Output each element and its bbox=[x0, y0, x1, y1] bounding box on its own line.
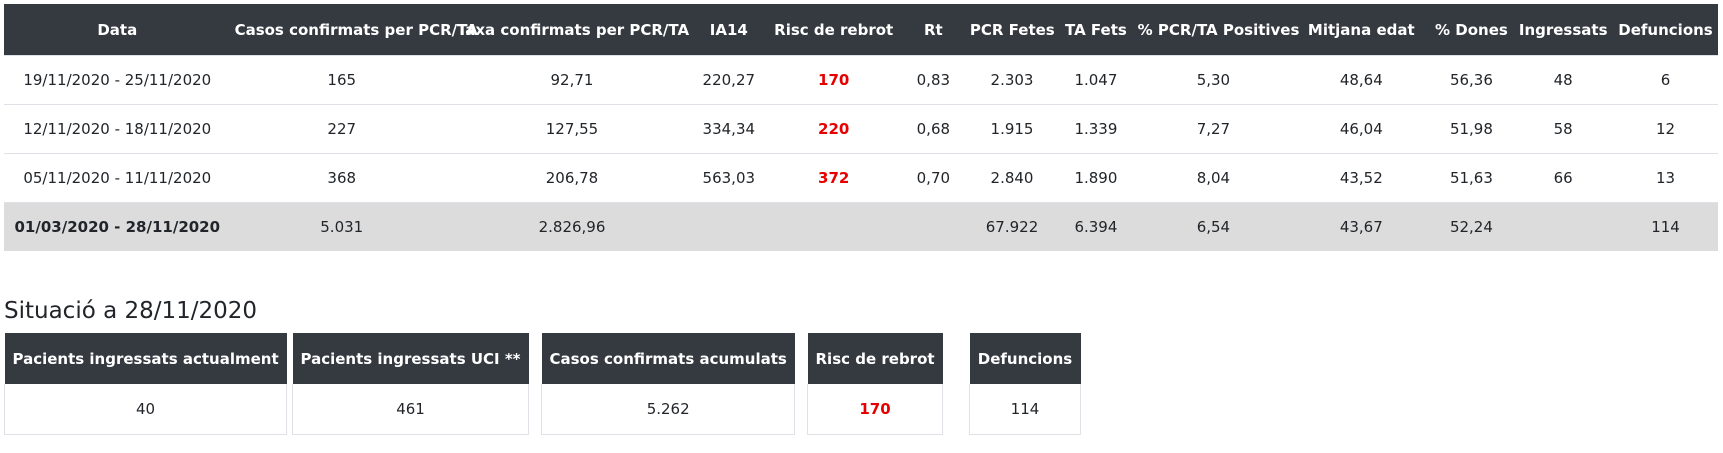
card-value: 40 bbox=[3, 384, 288, 435]
cell-ingressats: 66 bbox=[1513, 153, 1614, 203]
card-label: Pacients ingressats UCI ** bbox=[292, 333, 529, 384]
situation-title: Situació a 28/11/2020 bbox=[4, 298, 258, 324]
cell-ingressats: 58 bbox=[1513, 104, 1614, 154]
total-ingressats bbox=[1513, 202, 1614, 251]
total-defuncions: 114 bbox=[1613, 202, 1718, 251]
header-ta-fets: TA Fets bbox=[1058, 4, 1134, 56]
card-pacients-uci: Pacients ingressats UCI ** 461 bbox=[291, 333, 530, 435]
header-pct-dones: % Dones bbox=[1429, 4, 1514, 56]
cell-defuncions: 13 bbox=[1613, 153, 1718, 203]
total-casos: 5.031 bbox=[230, 202, 453, 251]
header-ia14: IA14 bbox=[691, 4, 767, 56]
cell-positives: 8,04 bbox=[1133, 153, 1294, 203]
header-data: Data bbox=[4, 4, 231, 56]
weekly-data-table: Data Casos confirmats per PCR/TA Taxa co… bbox=[4, 4, 1718, 251]
card-risc-rebrot: Risc de rebrot 170 bbox=[806, 333, 944, 435]
header-rt: Rt bbox=[900, 4, 966, 56]
cell-dones: 56,36 bbox=[1429, 55, 1514, 105]
table-row: 05/11/2020 - 11/11/2020 368 206,78 563,0… bbox=[4, 153, 1718, 203]
cell-defuncions: 12 bbox=[1613, 104, 1718, 154]
cell-ta: 1.339 bbox=[1058, 104, 1134, 154]
card-label: Defuncions bbox=[969, 333, 1081, 384]
card-value: 170 bbox=[806, 384, 944, 435]
cell-pcr: 2.840 bbox=[965, 153, 1059, 203]
cell-edat: 48,64 bbox=[1293, 55, 1430, 105]
cell-defuncions: 6 bbox=[1613, 55, 1718, 105]
header-pcr-fetes: PCR Fetes bbox=[965, 4, 1059, 56]
total-ia14 bbox=[691, 202, 767, 251]
card-pacients-ingressats: Pacients ingressats actualment 40 bbox=[3, 333, 288, 435]
cell-pcr: 1.915 bbox=[965, 104, 1059, 154]
cell-risc: 170 bbox=[766, 55, 901, 105]
cell-data: 05/11/2020 - 11/11/2020 bbox=[4, 153, 231, 203]
cell-rt: 0,68 bbox=[900, 104, 966, 154]
cell-ia14: 220,27 bbox=[691, 55, 767, 105]
total-rt bbox=[900, 202, 966, 251]
cell-dones: 51,63 bbox=[1429, 153, 1514, 203]
total-edat: 43,67 bbox=[1293, 202, 1430, 251]
cell-taxa: 206,78 bbox=[452, 153, 692, 203]
cell-rt: 0,83 bbox=[900, 55, 966, 105]
card-value: 5.262 bbox=[540, 384, 796, 435]
table-header-row: Data Casos confirmats per PCR/TA Taxa co… bbox=[4, 4, 1718, 56]
card-defuncions: Defuncions 114 bbox=[969, 333, 1081, 435]
cell-edat: 46,04 bbox=[1293, 104, 1430, 154]
cell-taxa: 127,55 bbox=[452, 104, 692, 154]
card-value: 461 bbox=[291, 384, 530, 435]
card-label: Pacients ingressats actualment bbox=[4, 333, 287, 384]
cell-positives: 7,27 bbox=[1133, 104, 1294, 154]
cell-ta: 1.047 bbox=[1058, 55, 1134, 105]
cell-casos: 368 bbox=[230, 153, 453, 203]
total-taxa: 2.826,96 bbox=[452, 202, 692, 251]
cell-ta: 1.890 bbox=[1058, 153, 1134, 203]
cell-risc: 220 bbox=[766, 104, 901, 154]
table-row: 12/11/2020 - 18/11/2020 227 127,55 334,3… bbox=[4, 104, 1718, 154]
table-total-row: 01/03/2020 - 28/11/2020 5.031 2.826,96 6… bbox=[4, 202, 1718, 251]
cell-ia14: 334,34 bbox=[691, 104, 767, 154]
total-positives: 6,54 bbox=[1133, 202, 1294, 251]
cell-casos: 227 bbox=[230, 104, 453, 154]
header-taxa-confirmats: Taxa confirmats per PCR/TA bbox=[452, 4, 692, 56]
header-casos-confirmats: Casos confirmats per PCR/TA bbox=[230, 4, 478, 56]
cell-rt: 0,70 bbox=[900, 153, 966, 203]
cell-casos: 165 bbox=[230, 55, 453, 105]
total-data: 01/03/2020 - 28/11/2020 bbox=[4, 202, 231, 251]
cell-edat: 43,52 bbox=[1293, 153, 1430, 203]
header-mitjana-edat: Mitjana edat bbox=[1293, 4, 1430, 56]
table-row: 19/11/2020 - 25/11/2020 165 92,71 220,27… bbox=[4, 55, 1718, 105]
cell-positives: 5,30 bbox=[1133, 55, 1294, 105]
total-dones: 52,24 bbox=[1429, 202, 1514, 251]
card-value: 114 bbox=[969, 384, 1081, 435]
cell-risc: 372 bbox=[766, 153, 901, 203]
cell-data: 12/11/2020 - 18/11/2020 bbox=[4, 104, 231, 154]
total-risc bbox=[766, 202, 901, 251]
cell-dones: 51,98 bbox=[1429, 104, 1514, 154]
cell-taxa: 92,71 bbox=[452, 55, 692, 105]
cell-ingressats: 48 bbox=[1513, 55, 1614, 105]
total-ta: 6.394 bbox=[1058, 202, 1134, 251]
total-pcr: 67.922 bbox=[965, 202, 1059, 251]
header-defuncions: Defuncions bbox=[1613, 4, 1718, 56]
header-risc-rebrot: Risc de rebrot bbox=[766, 4, 901, 56]
cell-data: 19/11/2020 - 25/11/2020 bbox=[4, 55, 231, 105]
card-casos-acumulats: Casos confirmats acumulats 5.262 bbox=[540, 333, 796, 435]
cell-pcr: 2.303 bbox=[965, 55, 1059, 105]
header-ingressats: Ingressats bbox=[1513, 4, 1614, 56]
card-label: Risc de rebrot bbox=[807, 333, 943, 384]
header-pct-positives: % PCR/TA Positives bbox=[1133, 4, 1299, 56]
card-label: Casos confirmats acumulats bbox=[541, 333, 795, 384]
cell-ia14: 563,03 bbox=[691, 153, 767, 203]
